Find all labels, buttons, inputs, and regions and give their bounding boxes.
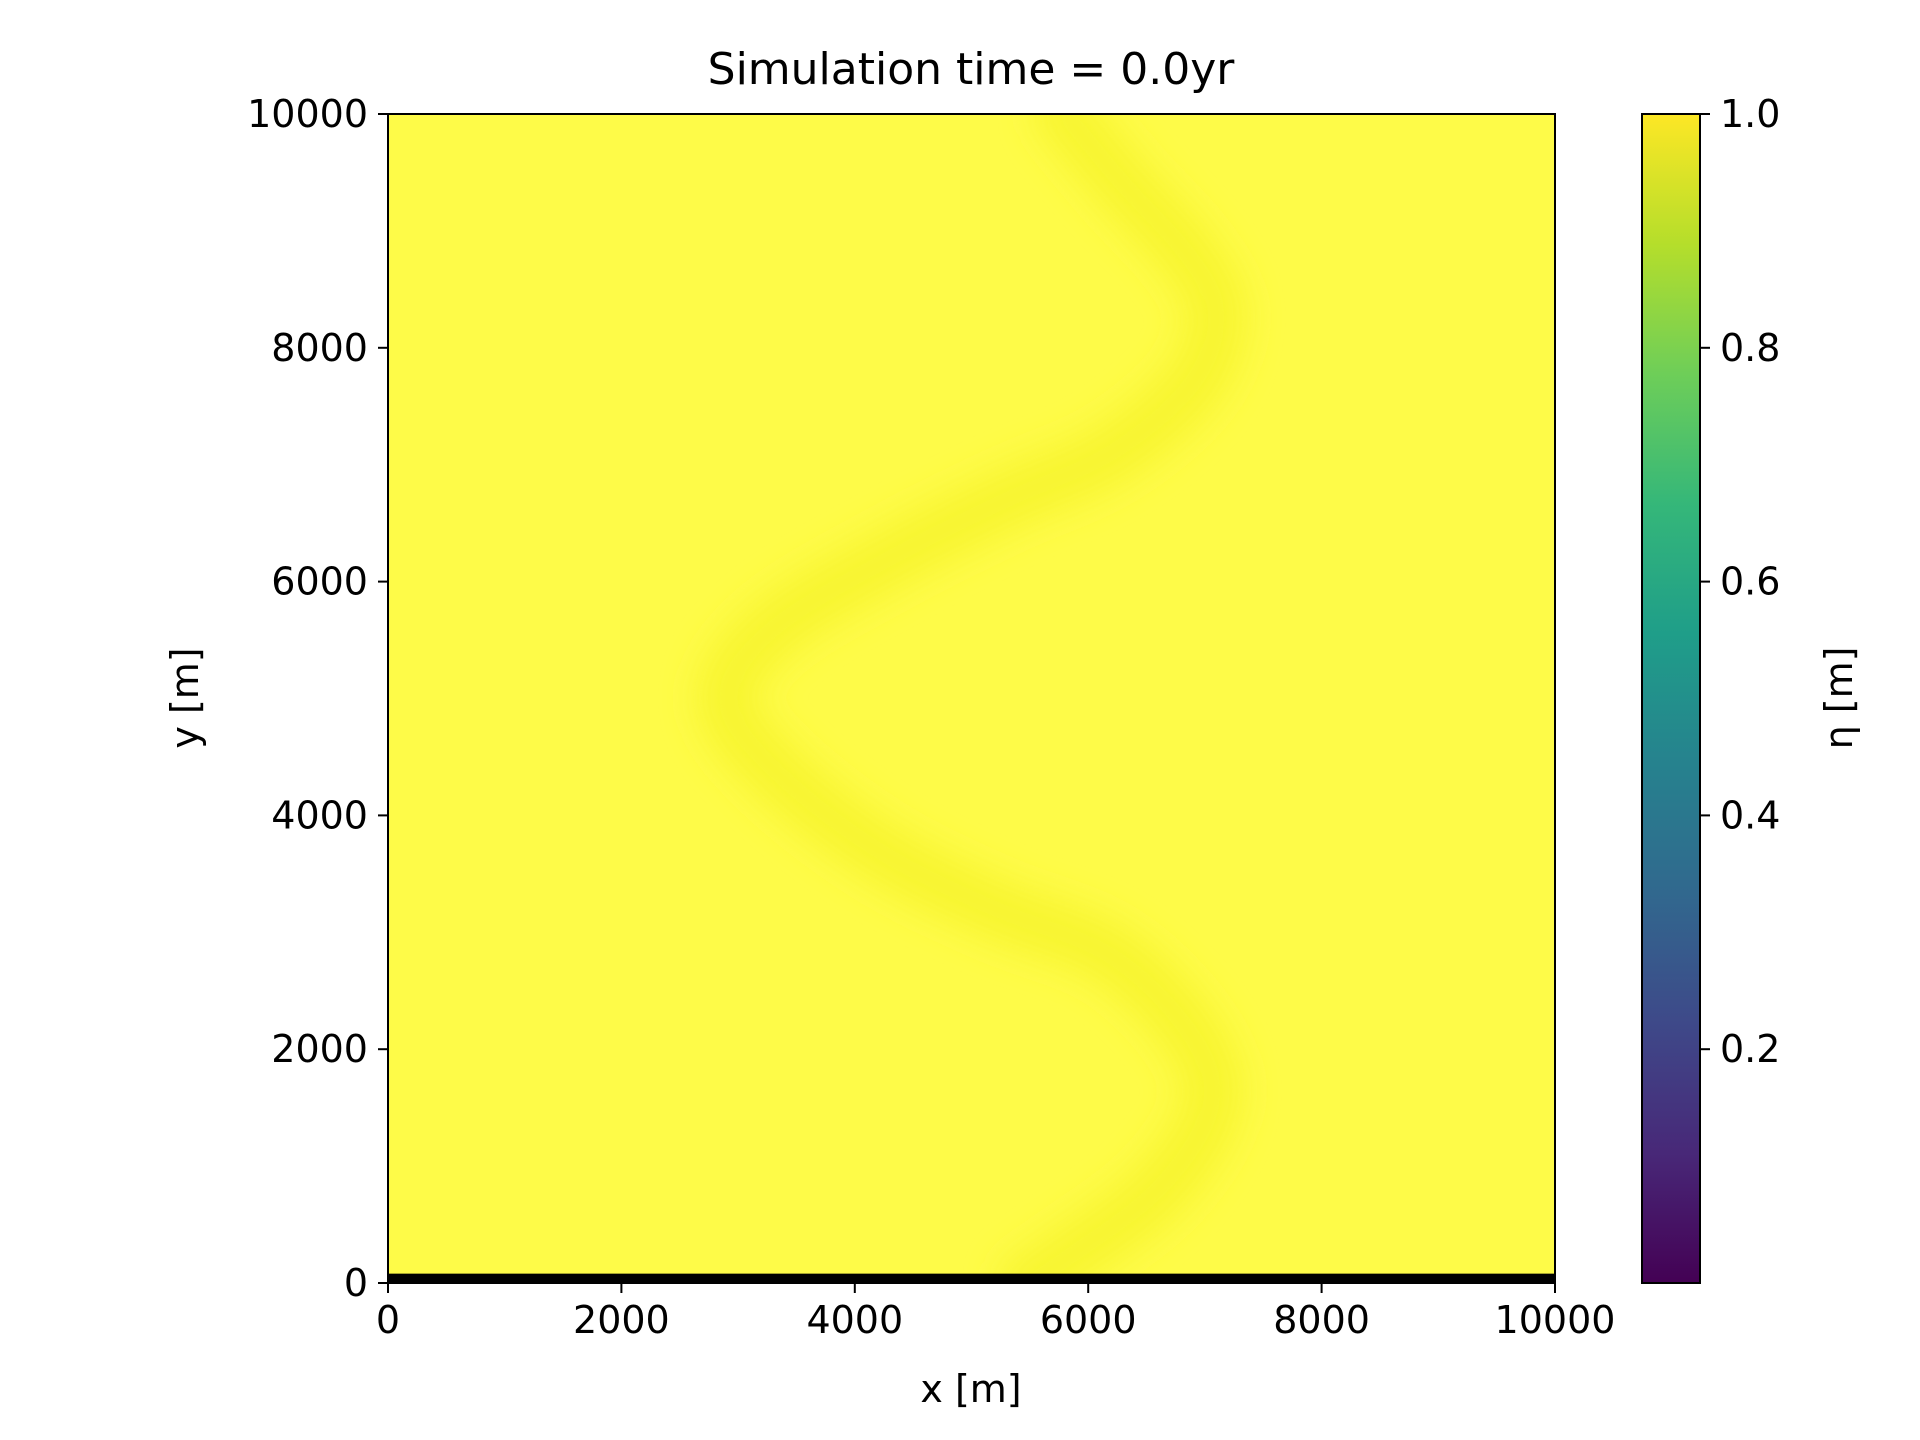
colorbar-tick-label: 1.0 bbox=[1720, 92, 1780, 136]
y-tick-label: 4000 bbox=[271, 793, 368, 837]
colorbar-tick-label: 0.4 bbox=[1720, 793, 1780, 837]
colorbar-scale bbox=[1641, 113, 1701, 1284]
channel-trace bbox=[695, 114, 1248, 1283]
x-tick-label: 6000 bbox=[1040, 1298, 1137, 1342]
colorbar-ticks: 0.2 0.4 0.6 0.8 1.0 bbox=[1700, 92, 1780, 1071]
plot-area bbox=[388, 114, 1555, 1283]
colorbar-label: η [m] bbox=[1817, 647, 1861, 750]
chart-title: Simulation time = 0.0yr bbox=[708, 44, 1236, 95]
colorbar-tick-label: 0.2 bbox=[1720, 1027, 1780, 1071]
y-axis: 0 2000 4000 6000 8000 10000 bbox=[247, 92, 388, 1305]
y-tick-label: 8000 bbox=[271, 326, 368, 370]
x-axis: 0 2000 4000 6000 8000 10000 bbox=[376, 1283, 1616, 1342]
y-tick-label: 2000 bbox=[271, 1027, 368, 1071]
colorbar: 0.2 0.4 0.6 0.8 1.0 η [m] bbox=[1641, 92, 1861, 1284]
y-tick-label: 6000 bbox=[271, 560, 368, 604]
y-axis-label: y [m] bbox=[163, 647, 207, 748]
x-tick-label: 2000 bbox=[573, 1298, 670, 1342]
x-tick-label: 0 bbox=[376, 1298, 400, 1342]
x-tick-label: 10000 bbox=[1495, 1298, 1616, 1342]
x-tick-label: 8000 bbox=[1273, 1298, 1370, 1342]
heatmap-background bbox=[388, 114, 1555, 1283]
x-tick-label: 4000 bbox=[806, 1298, 903, 1342]
colorbar-tick-label: 0.6 bbox=[1720, 560, 1780, 604]
x-axis-label: x [m] bbox=[920, 1367, 1021, 1411]
y-tick-label: 10000 bbox=[247, 92, 368, 136]
y-tick-label: 0 bbox=[344, 1261, 368, 1305]
plot-frame bbox=[387, 113, 1556, 1284]
boundary-strip bbox=[388, 1273, 1555, 1283]
colorbar-tick-label: 0.8 bbox=[1720, 326, 1780, 370]
